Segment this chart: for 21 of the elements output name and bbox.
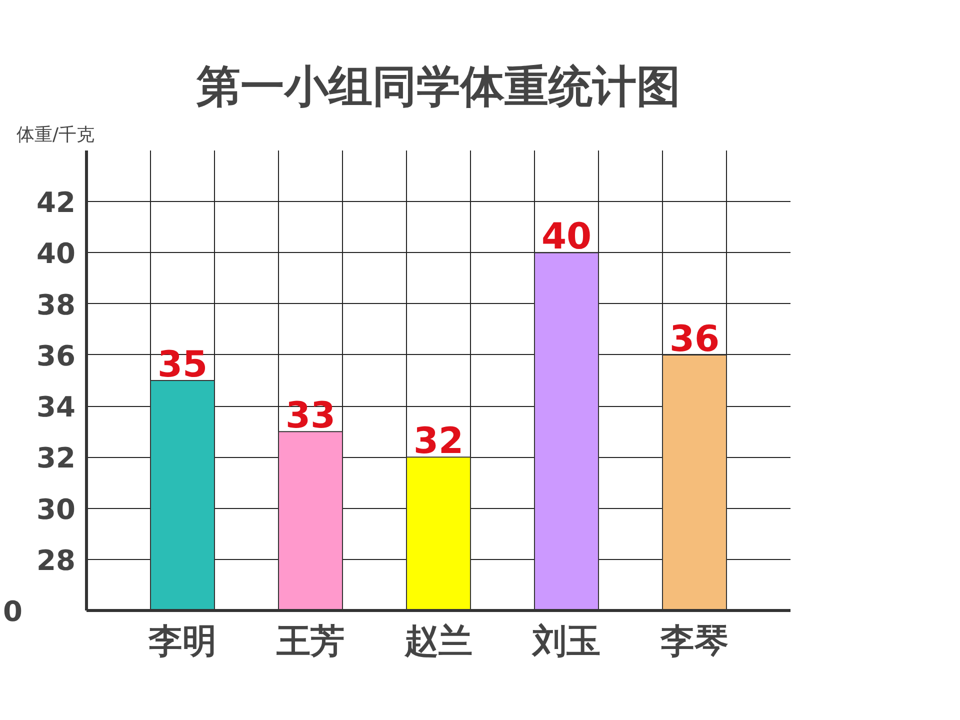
y-tick-label: 34 [36,390,76,424]
x-tick-label: 王芳 [276,622,344,662]
x-tick-label: 李明 [148,622,216,662]
data-label: 40 [541,216,592,258]
y-tick-label: 42 [36,186,76,220]
text: 0 [3,595,22,628]
data-label: 35 [157,344,208,386]
y-tick-label: 30 [36,492,76,526]
data-label: 33 [285,396,336,437]
x-tick-label: 刘玉 [532,622,600,662]
y-tick-label: 28 [36,544,76,577]
y-axis-title: 体重/千克 [16,124,95,146]
y-tick-label: 32 [36,442,76,475]
x-tick-label: 赵兰 [404,622,472,662]
chart-title: 第一小组同学体重统计图 [196,62,680,112]
y-tick-label: 40 [36,237,76,270]
data-label: 32 [413,421,464,462]
y-tick-label: 38 [36,288,76,322]
x-tick-label: 李琴 [660,622,728,662]
data-label: 36 [669,318,720,360]
y-tick-label: 36 [36,339,76,372]
